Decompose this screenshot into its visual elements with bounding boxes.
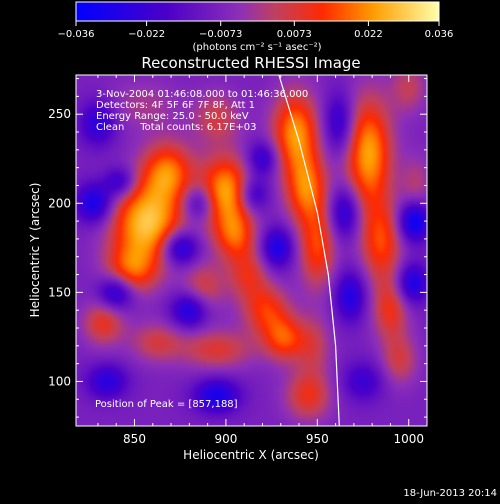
y-axis-ticks: 100 150 200 250 <box>48 78 427 418</box>
peak-position-label: Position of Peak = [857,188] <box>95 399 238 410</box>
annotations: 3-Nov-2004 01:46:08.000 to 01:46:36.000 … <box>95 89 308 410</box>
x-tick-label: 1000 <box>393 432 424 446</box>
colorbar: −0.036 −0.022 −0.0073 0.0073 0.022 0.036 (pho… <box>57 1 453 53</box>
annotation-time-range: 3-Nov-2004 01:46:08.000 to 01:46:36.000 <box>96 89 308 100</box>
x-axis-ticks: 850 900 950 1000 <box>97 75 424 446</box>
plot-frame <box>75 74 428 427</box>
footer-date: 18-Jun-2013 20:14 <box>403 488 497 499</box>
solar-limb-curve <box>278 75 340 426</box>
y-tick-label: 150 <box>48 285 71 299</box>
x-tick-label: 900 <box>214 432 237 446</box>
x-axis-label: Heliocentric X (arcsec) <box>183 448 319 462</box>
colorbar-fill <box>75 1 440 22</box>
y-tick-label: 200 <box>48 196 71 210</box>
annotation-clean-counts: Clean Total counts: 6.17E+03 <box>96 122 256 133</box>
colorbar-tick-label: 0.036 <box>425 29 454 40</box>
heatmap-image <box>76 75 427 426</box>
x-tick-label: 950 <box>306 432 329 446</box>
colorbar-ticks: −0.036 −0.022 −0.0073 0.0073 0.022 0.036 <box>57 21 453 40</box>
chart-title: Reconstructed RHESSI Image <box>141 54 360 72</box>
colorbar-tick-label: 0.022 <box>354 29 383 40</box>
colorbar-tick-label: 0.0073 <box>277 29 312 40</box>
heatmap-area <box>76 75 427 426</box>
colorbar-tick-label: −0.036 <box>57 29 94 40</box>
y-tick-label: 250 <box>48 107 71 121</box>
colorbar-units-label: (photons cm⁻² s⁻¹ asec⁻²) <box>192 42 321 53</box>
colorbar-tick-label: −0.0073 <box>199 29 242 40</box>
y-tick-label: 100 <box>48 374 71 388</box>
y-axis-label: Heliocentric Y (arcsec) <box>28 183 42 318</box>
x-tick-label: 850 <box>123 432 146 446</box>
annotation-detectors: Detectors: 4F 5F 6F 7F 8F, Att 1 <box>96 100 255 111</box>
colorbar-tick-label: −0.022 <box>128 29 165 40</box>
annotation-energy-range: Energy Range: 25.0 - 50.0 keV <box>96 111 249 122</box>
